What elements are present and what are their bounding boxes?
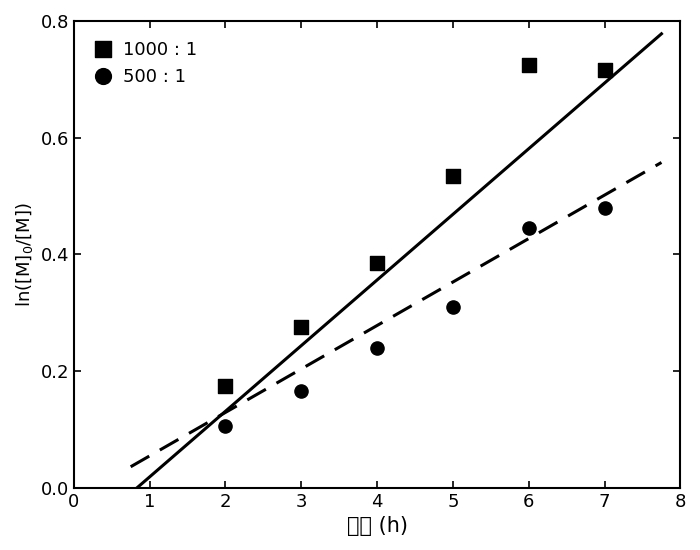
1000 : 1: (6, 0.725): 1: (6, 0.725) — [523, 60, 534, 69]
500 : 1: (6, 0.445): 1: (6, 0.445) — [523, 224, 534, 233]
500 : 1: (5, 0.31): 1: (5, 0.31) — [447, 302, 458, 311]
1000 : 1: (4, 0.385): 1: (4, 0.385) — [372, 258, 383, 267]
Legend: 1000 : 1, 500 : 1: 1000 : 1, 500 : 1 — [83, 30, 207, 97]
1000 : 1: (7, 0.715): 1: (7, 0.715) — [599, 66, 610, 75]
500 : 1: (7, 0.48): 1: (7, 0.48) — [599, 203, 610, 212]
1000 : 1: (2, 0.175): 1: (2, 0.175) — [220, 381, 231, 390]
1000 : 1: (3, 0.275): 1: (3, 0.275) — [295, 323, 307, 332]
Y-axis label: ln([M]$_0$/[M]): ln([M]$_0$/[M]) — [14, 202, 35, 307]
500 : 1: (4, 0.24): 1: (4, 0.24) — [372, 343, 383, 352]
500 : 1: (3, 0.165): 1: (3, 0.165) — [295, 387, 307, 396]
X-axis label: 时间 (h): 时间 (h) — [346, 516, 407, 536]
500 : 1: (2, 0.105): 1: (2, 0.105) — [220, 422, 231, 431]
1000 : 1: (5, 0.535): 1: (5, 0.535) — [447, 171, 458, 180]
